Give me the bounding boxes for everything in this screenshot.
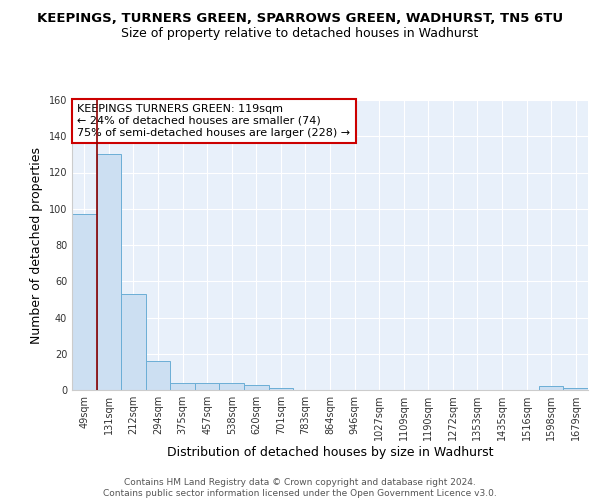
Bar <box>269 388 293 390</box>
Bar <box>146 361 170 390</box>
X-axis label: Distribution of detached houses by size in Wadhurst: Distribution of detached houses by size … <box>167 446 493 459</box>
Y-axis label: Number of detached properties: Number of detached properties <box>30 146 43 344</box>
Bar <box>72 214 97 390</box>
Bar <box>244 384 269 390</box>
Bar <box>563 388 588 390</box>
Bar <box>220 383 244 390</box>
Text: Contains HM Land Registry data © Crown copyright and database right 2024.
Contai: Contains HM Land Registry data © Crown c… <box>103 478 497 498</box>
Text: KEEPINGS TURNERS GREEN: 119sqm
← 24% of detached houses are smaller (74)
75% of : KEEPINGS TURNERS GREEN: 119sqm ← 24% of … <box>77 104 350 138</box>
Bar <box>195 383 220 390</box>
Bar <box>539 386 563 390</box>
Bar <box>170 383 195 390</box>
Bar <box>97 154 121 390</box>
Text: KEEPINGS, TURNERS GREEN, SPARROWS GREEN, WADHURST, TN5 6TU: KEEPINGS, TURNERS GREEN, SPARROWS GREEN,… <box>37 12 563 26</box>
Text: Size of property relative to detached houses in Wadhurst: Size of property relative to detached ho… <box>121 28 479 40</box>
Bar <box>121 294 146 390</box>
